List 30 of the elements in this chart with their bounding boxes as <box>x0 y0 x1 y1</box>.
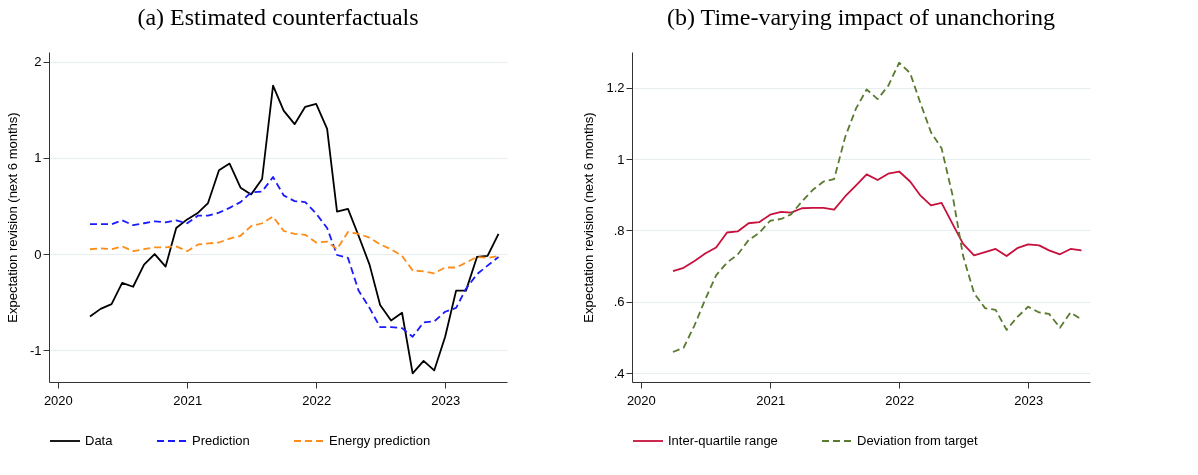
x-tick-label: 2022 <box>302 392 332 408</box>
legend-label: Prediction <box>192 433 250 448</box>
legend-label: Inter-quartile range <box>668 433 778 448</box>
line-series <box>89 84 500 375</box>
x-tick-label: 2021 <box>173 392 203 408</box>
legend-label: Deviation from target <box>857 433 979 448</box>
y-tick-label: 1 <box>34 150 42 166</box>
line-series <box>672 61 1083 353</box>
chart-title: (a) Estimated counterfactuals <box>137 4 419 30</box>
y-tick-label: 1.2 <box>606 80 625 96</box>
line-series <box>89 176 500 338</box>
y-axis-title: Expectation revision (next 6 months) <box>4 112 20 323</box>
y-axis-title: Expectation revision (next 6 months) <box>581 112 597 323</box>
y-tick-label: 2 <box>34 54 42 70</box>
y-tick-label: -1 <box>29 342 42 358</box>
legend-label: Energy prediction <box>329 433 431 448</box>
y-tick-label: 1 <box>617 151 625 167</box>
y-tick-label: .8 <box>613 222 625 238</box>
x-tick-label: 2020 <box>43 392 73 408</box>
x-tick-label: 2020 <box>626 392 656 408</box>
legend-label: Data <box>85 433 114 448</box>
x-tick-label: 2023 <box>1014 392 1044 408</box>
y-tick-label: 0 <box>34 246 42 262</box>
y-tick-label: .6 <box>613 294 625 310</box>
y-tick-label: .4 <box>613 365 625 381</box>
x-tick-label: 2023 <box>431 392 461 408</box>
x-tick-label: 2022 <box>885 392 915 408</box>
x-tick-label: 2021 <box>756 392 786 408</box>
chart-title: (b) Time-varying impact of unanchoring <box>667 4 1055 30</box>
line-series <box>672 170 1083 272</box>
